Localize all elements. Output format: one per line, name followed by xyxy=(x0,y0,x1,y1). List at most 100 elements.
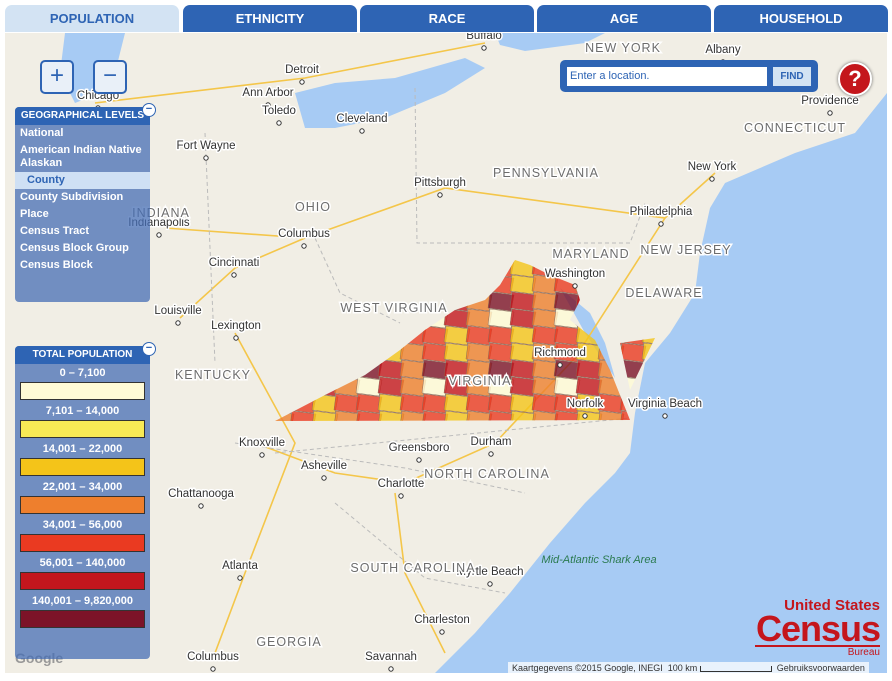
city-label: Albany xyxy=(705,44,740,56)
city-label: Columbus xyxy=(187,651,239,663)
city-dot xyxy=(487,581,493,587)
city-dot xyxy=(572,283,578,289)
county xyxy=(509,342,537,363)
state-label: NEW JERSEY xyxy=(640,243,731,257)
city-dot xyxy=(557,362,563,368)
geo-level-item[interactable]: National xyxy=(20,127,64,139)
county xyxy=(399,393,427,414)
logo-line: Census xyxy=(755,608,881,649)
city-label: Chattanooga xyxy=(168,488,234,500)
geo-level-item[interactable]: County xyxy=(15,172,150,189)
county xyxy=(311,393,339,414)
county xyxy=(531,342,559,363)
find-button[interactable]: FIND xyxy=(773,67,811,86)
state-label: GEORGIA xyxy=(256,635,321,649)
county xyxy=(377,393,405,414)
city-label: Cleveland xyxy=(336,113,387,125)
city-dot xyxy=(398,493,404,499)
county xyxy=(443,342,471,363)
county xyxy=(531,308,559,329)
county xyxy=(465,308,493,329)
state-label: WEST VIRGINIA xyxy=(340,301,447,315)
city-label: Buffalo xyxy=(466,33,502,42)
city-label: Charleston xyxy=(414,614,470,626)
geo-level-item[interactable]: Census Block xyxy=(20,259,93,271)
city-label: Columbus xyxy=(278,228,330,240)
county xyxy=(487,393,515,414)
lake-ontario xyxy=(495,33,605,51)
county xyxy=(597,393,625,414)
county xyxy=(421,376,449,397)
tab[interactable]: ETHNICITY xyxy=(183,5,357,32)
county xyxy=(355,393,383,414)
legend-label: 56,001 – 140,000 xyxy=(39,557,126,569)
city-label: New York xyxy=(688,161,737,173)
city-dot xyxy=(198,503,204,509)
tab[interactable]: POPULATION xyxy=(5,5,179,32)
county xyxy=(465,376,493,397)
zoom-in[interactable]: + xyxy=(40,60,74,94)
city-label: Mid-Atlantic Shark Area xyxy=(541,554,656,566)
city-dot xyxy=(388,666,394,672)
legend-swatch xyxy=(20,496,145,514)
legend-label: 14,001 – 22,000 xyxy=(42,443,123,455)
county xyxy=(399,410,427,421)
city-dot xyxy=(321,475,327,481)
geo-level-item[interactable]: County Subdivision xyxy=(20,191,124,203)
legend-swatch xyxy=(20,458,145,476)
city-dot xyxy=(237,575,243,581)
terms-link[interactable]: Gebruiksvoorwaarden xyxy=(776,663,865,673)
state-borders xyxy=(204,87,646,594)
county xyxy=(311,410,339,421)
county xyxy=(509,393,537,414)
city-label: Philadelphia xyxy=(630,206,693,218)
city-label: Ann Arbor xyxy=(242,87,293,99)
state-label: NORTH CAROLINA xyxy=(424,467,550,481)
collapse-button[interactable]: − xyxy=(142,103,156,117)
county xyxy=(553,376,581,397)
geo-level-item[interactable]: Census Block Group xyxy=(20,242,129,254)
county xyxy=(509,359,537,380)
state-label: MARYLAND xyxy=(552,247,629,261)
search-input[interactable]: Enter a location. xyxy=(567,67,767,86)
city-dot xyxy=(276,120,282,126)
city-label: Knoxville xyxy=(239,437,285,449)
city-dot xyxy=(233,335,239,341)
county xyxy=(553,342,581,363)
legend-label: 7,101 – 14,000 xyxy=(45,405,120,417)
county xyxy=(531,376,559,397)
state-label: PENNSYLVANIA xyxy=(493,166,599,180)
geo-level-item[interactable]: American Indian Native Alaskan xyxy=(20,144,142,169)
attribution: Kaartgegevens ©2015 Google, INEGI 100 km… xyxy=(508,662,869,674)
city-dot xyxy=(210,666,216,672)
county xyxy=(531,359,559,380)
city-label: Fort Wayne xyxy=(176,140,235,152)
state-label: OHIO xyxy=(295,200,331,214)
tab[interactable]: AGE xyxy=(537,5,711,32)
tab[interactable]: RACE xyxy=(360,5,534,32)
city-dot xyxy=(582,413,588,419)
collapse-button[interactable]: − xyxy=(142,342,156,356)
geo-levels-panel: GEOGRAPHICAL LEVELS − National American I… xyxy=(15,103,156,302)
county xyxy=(531,393,559,414)
zoom-out[interactable]: − xyxy=(93,60,127,94)
city-label: Myrtle Beach xyxy=(456,566,523,578)
state-label: KENTUCKY xyxy=(175,368,251,382)
logo-line: United States xyxy=(784,597,880,614)
search-box: Enter a location. FIND xyxy=(560,60,818,92)
county xyxy=(289,410,317,421)
city-dot xyxy=(299,79,305,85)
state-label: NEW YORK xyxy=(585,41,661,55)
city-dot xyxy=(437,192,443,198)
geo-level-item[interactable]: Census Tract xyxy=(20,225,90,237)
tab[interactable]: HOUSEHOLD xyxy=(714,5,888,32)
county xyxy=(487,376,515,397)
county xyxy=(443,359,471,380)
help-button[interactable]: ? xyxy=(838,62,872,96)
state-label: SOUTH CAROLINA xyxy=(350,561,475,575)
scale-bar xyxy=(699,665,772,672)
city-dot xyxy=(488,451,494,457)
city-label: Detroit xyxy=(285,64,320,76)
county xyxy=(575,359,603,380)
geo-level-item[interactable]: Place xyxy=(20,208,49,220)
